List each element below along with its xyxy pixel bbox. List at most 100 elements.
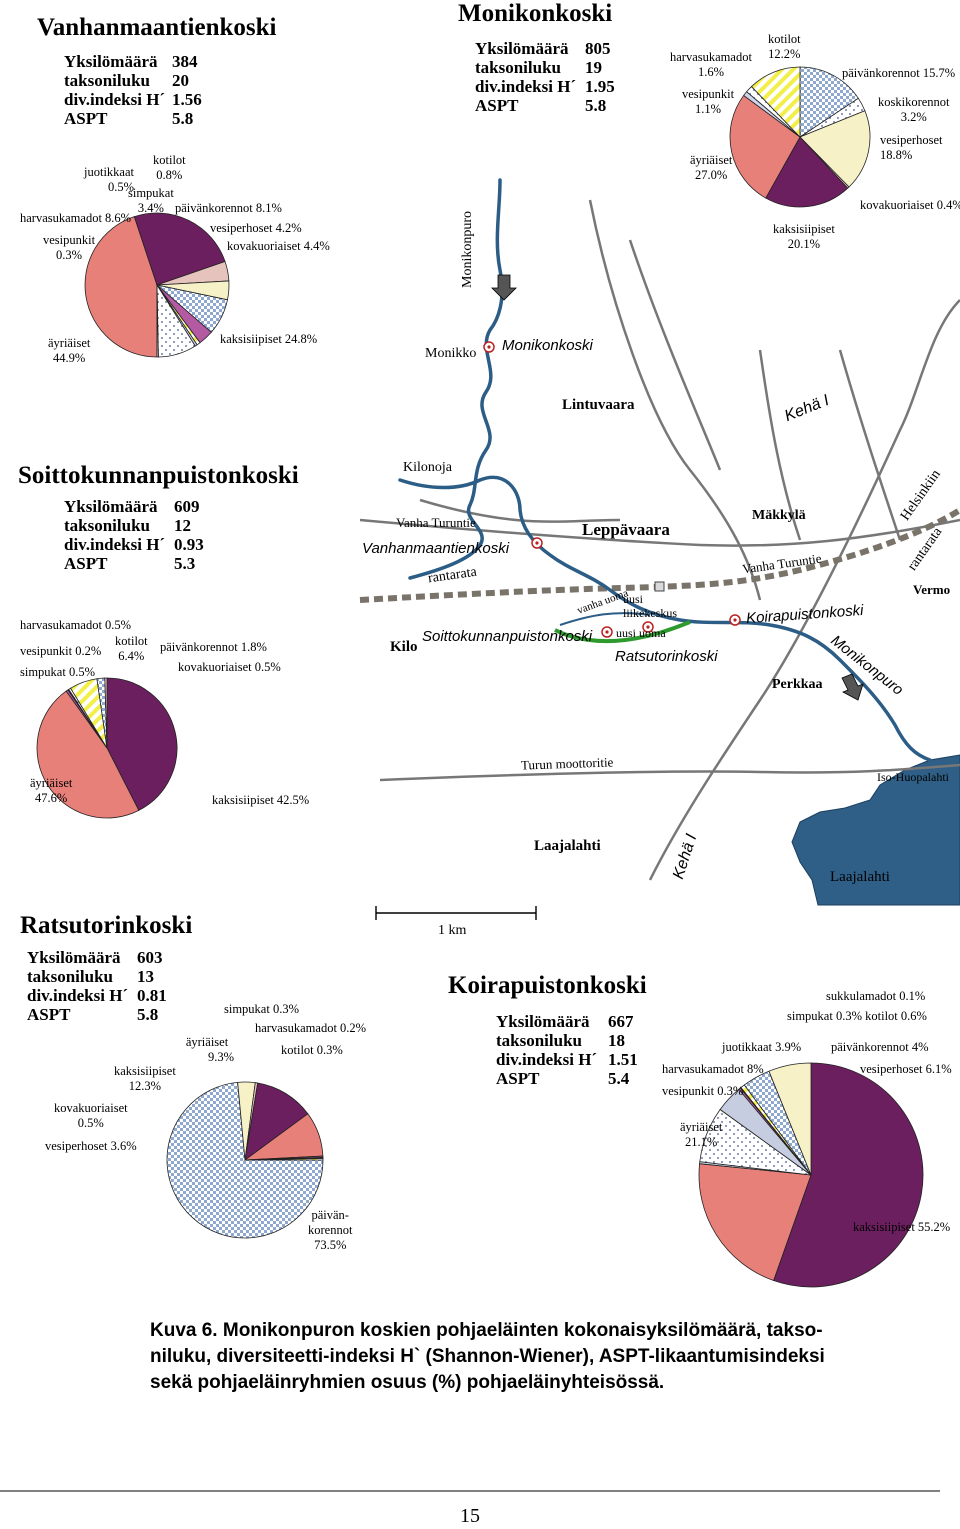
stat-key: ASPT bbox=[64, 554, 108, 573]
stat-key: Yksilömäärä bbox=[64, 52, 158, 71]
site-title-monikonkoski: Monikonkoski bbox=[458, 0, 613, 27]
map-scale-label: 1 km bbox=[438, 923, 467, 938]
stat-val: 20 bbox=[172, 71, 189, 90]
pie-slice-paivankorennot bbox=[799, 66, 859, 138]
pie-label-simpukat-kotilot: simpukat 0.3% kotilot 0.6% bbox=[787, 1009, 927, 1023]
stat-val: 805 bbox=[585, 39, 611, 58]
pie-label-paivankorennot: päivänkorennot 15.7% bbox=[842, 66, 956, 80]
pie-label-sukkulamadot: sukkulamadot 0.1% bbox=[826, 989, 926, 1003]
pie-label-vesipunkit: vesipunkit 1.1% bbox=[682, 87, 735, 116]
site-title-koirapuistonkoski: Koirapuistonkoski bbox=[448, 972, 647, 999]
stat-key: Yksilömäärä bbox=[475, 39, 569, 58]
page-number: 15 bbox=[460, 1505, 480, 1527]
pie-label-juotikkaat: juotikkaat 3.9% bbox=[722, 1040, 802, 1054]
map-label-uusi-uoma: uusi uoma bbox=[616, 626, 666, 640]
pie-label-harvasukamadot: harvasukamadot 8% bbox=[662, 1062, 764, 1076]
pie-label-simpukat: simpukat 0.5% bbox=[20, 665, 95, 679]
stat-val: 0.81 bbox=[137, 986, 167, 1005]
pie-koirapuistonkoski bbox=[698, 1062, 924, 1288]
pie-label-kaksisiipiset: kaksisiipiset 55.2% bbox=[853, 1220, 951, 1234]
pie-slice-vesiperhoset bbox=[799, 110, 871, 188]
map-label-makkyla: Mäkkylä bbox=[752, 508, 806, 523]
map-label-monikonpuro: Monikonpuro bbox=[460, 211, 475, 288]
pie-slice-kaksisiipiset bbox=[765, 136, 849, 208]
pie-slice-vesiperhoset bbox=[768, 1062, 812, 1176]
stat-key: ASPT bbox=[475, 96, 519, 115]
pie-label-harvasukamadot: harvasukamadot 0.2% bbox=[255, 1021, 367, 1035]
pie-slice-vesipunkit bbox=[156, 284, 159, 358]
map-label-lintuvaara: Lintuvaara bbox=[562, 397, 635, 413]
stat-val: 5.4 bbox=[608, 1069, 630, 1088]
map-label-ratsutorinkoski: Ratsutorinkoski bbox=[615, 648, 718, 665]
pie-label-kovakuoriaiset: kovakuoriaiset 0.5% bbox=[178, 660, 281, 674]
stat-key: Yksilömäärä bbox=[64, 497, 158, 516]
caption-line: niluku, diversiteetti-indeksi H` (Shanno… bbox=[150, 1346, 825, 1367]
pie-slice-ayriaiset bbox=[729, 94, 801, 199]
stat-key: Yksilömäärä bbox=[27, 948, 121, 967]
pie-label-vesiperhoset: vesiperhoset 3.6% bbox=[45, 1139, 137, 1153]
pie-label-kaksisiipiset: kaksisiipiset 12.3% bbox=[114, 1064, 176, 1093]
stat-key: ASPT bbox=[64, 109, 108, 128]
pie-slice-kotilot bbox=[750, 66, 801, 138]
stat-val: 609 bbox=[174, 497, 200, 516]
stats-monikonkoski: Yksilömäärä 805 taksoniluku 19 div.indeksi… bbox=[475, 39, 615, 115]
pie-label-simpukat: simpukat 0.3% bbox=[224, 1002, 299, 1016]
map-label-iso-huopalahti: Iso-Huopalahti bbox=[877, 770, 949, 784]
stat-val: 5.8 bbox=[585, 96, 607, 115]
stat-val: 1.56 bbox=[172, 90, 202, 109]
pie-label-kotilot: kotilot 6.4% bbox=[115, 634, 148, 663]
stat-val: 5.8 bbox=[137, 1005, 159, 1024]
site-markers bbox=[483, 341, 741, 638]
map-label-laajalahti-water: Laajalahti bbox=[830, 869, 890, 885]
pie-label-kaksisiipiset: kaksisiipiset 42.5% bbox=[212, 793, 310, 807]
pie-ratsutorinkoski bbox=[166, 1081, 324, 1239]
map-label-kilo: Kilo bbox=[390, 639, 418, 655]
flow-arrow-lower bbox=[841, 673, 864, 701]
stat-key: div.indeksi H´ bbox=[64, 535, 166, 554]
pie-label-ayriaiset: äyriäiset 44.9% bbox=[48, 336, 91, 365]
pie-slice-kotilot bbox=[244, 1158, 324, 1161]
map-label-monikonkoski: Monikonkoski bbox=[502, 337, 593, 354]
stat-val: 0.93 bbox=[174, 535, 204, 554]
stat-key: ASPT bbox=[496, 1069, 540, 1088]
pie-slice-ayriaiset bbox=[36, 690, 140, 819]
pie-label-paivankorennot: päivänkorennot 4% bbox=[831, 1040, 929, 1054]
pie-label-harvasukamadot: harvasukamadot 8.6% bbox=[20, 211, 132, 225]
pie-slice-ayriaiset bbox=[698, 1163, 812, 1282]
stat-key: taksoniluku bbox=[64, 516, 150, 535]
pie-monikonkoski bbox=[729, 66, 871, 208]
stat-key: div.indeksi H´ bbox=[27, 986, 129, 1005]
pie-label-vesipunkit: vesipunkit 0.3% bbox=[43, 233, 96, 262]
stat-key: taksoniluku bbox=[27, 967, 113, 986]
stat-val: 13 bbox=[137, 967, 154, 986]
map-label-laajalahti: Laajalahti bbox=[534, 838, 601, 854]
vanha-uoma-line bbox=[559, 612, 651, 626]
map-label-leppavaara: Leppävaara bbox=[582, 520, 670, 539]
caption-line: sekä pohjaeläinryhmien osuus (%) pohjael… bbox=[150, 1372, 665, 1393]
pie-vanhanmaantienkoski bbox=[84, 212, 230, 358]
pie-label-kovakuoriaiset: kovakuoriaiset 0.4% bbox=[860, 198, 960, 212]
figure-caption: Kuva 6. Monikonpuron koskien pohjaeläint… bbox=[150, 1318, 825, 1396]
stat-val: 18 bbox=[608, 1031, 625, 1050]
stat-val: 667 bbox=[608, 1012, 634, 1031]
pie-label-kotilot: kotilot 0.3% bbox=[281, 1043, 343, 1057]
river-monikonpuro bbox=[398, 178, 932, 762]
pie-slice-kaksisiipiset bbox=[773, 1062, 924, 1288]
pie-label-paivankorennot: päivänkorennot 1.8% bbox=[160, 640, 267, 654]
map-label-turun-moottoritie: Turun moottoritie bbox=[520, 754, 614, 773]
stats-koirapuistonkoski: Yksilömäärä 667 taksoniluku 18 div.indeksi… bbox=[496, 1012, 638, 1088]
roads bbox=[359, 199, 960, 881]
pie-label-vesiperhoset: vesiperhoset 4.2% bbox=[210, 221, 302, 235]
pie-label-kotilot: kotilot 0.8% bbox=[153, 153, 186, 182]
pie-soittokunnanpuistonkoski bbox=[36, 677, 178, 819]
map-label-kilonoja: Kilonoja bbox=[403, 460, 452, 475]
pie-slice-ayriaiset bbox=[84, 216, 158, 358]
pie-label-paivankorennot: päivän-korennot 73.5% bbox=[308, 1208, 353, 1252]
stat-key: taksoniluku bbox=[475, 58, 561, 77]
railway bbox=[359, 507, 960, 603]
pie-label-ayriaiset: äyriäiset 27.0% bbox=[690, 153, 733, 182]
pie-label-paivankorennot: päivänkorennot 8.1% bbox=[175, 201, 282, 215]
pie-slice-kovakuoriaiset bbox=[104, 677, 108, 749]
pie-label-vesiperhoset: vesiperhoset 18.8% bbox=[880, 133, 943, 162]
stat-key: taksoniluku bbox=[496, 1031, 582, 1050]
